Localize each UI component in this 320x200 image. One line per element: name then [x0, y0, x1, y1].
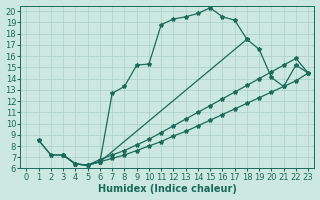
X-axis label: Humidex (Indice chaleur): Humidex (Indice chaleur)	[98, 184, 237, 194]
